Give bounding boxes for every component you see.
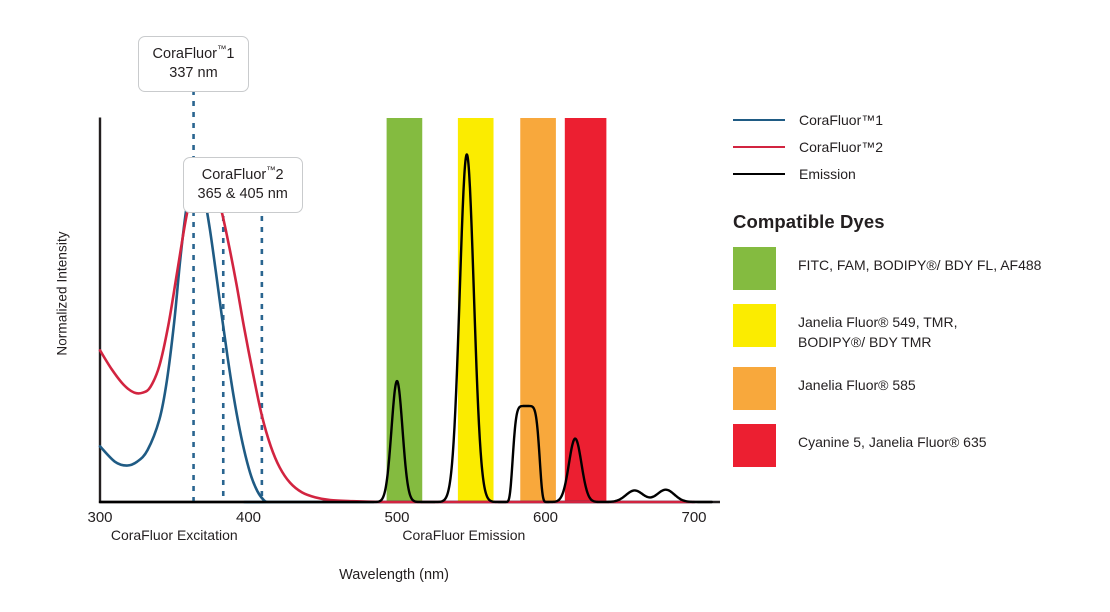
dye-color-swatch-green [733, 247, 776, 290]
region-label-excitation: CoraFluor Excitation [110, 527, 238, 543]
legend-line-swatch-corafluor-2 [733, 145, 785, 148]
dye-label-green: FITC, FAM, BODIPY®/ BDY FL, AF488 [798, 247, 1041, 276]
curve-emission [98, 153, 713, 504]
dye-label-yellow-line1: Janelia Fluor® 549, TMR, [798, 314, 958, 330]
x-tick-300: 300 [87, 509, 113, 526]
chart-canvas [98, 90, 720, 504]
legend-item-emission: Emission [733, 160, 1110, 187]
dye-label-green-line1: FITC, FAM, BODIPY®/ BDY FL, AF488 [798, 257, 1042, 273]
callout-2-value: 365 & 405 nm [197, 185, 288, 202]
callout-1-value: 337 nm [169, 64, 218, 81]
dye-color-swatch-orange [733, 366, 776, 410]
callout-2-trademark-icon: ™ [266, 165, 276, 176]
x-tick-500: 500 [384, 509, 410, 526]
dye-color-swatch-yellow [733, 304, 776, 347]
compatible-dyes-heading: Compatible Dyes [733, 211, 885, 232]
legend: CoraFluor™1 CoraFluor™2 Emission Compati… [733, 106, 1110, 467]
curve-corafluor1 [98, 175, 696, 504]
legend-label-corafluor-2: CoraFluor™2 [799, 138, 884, 155]
legend-label-corafluor-1: CoraFluor™1 [799, 111, 884, 128]
dye-item-yellow: Janelia Fluor® 549, TMR, BODIPY®/ BDY TM… [733, 304, 1110, 353]
legend-item-corafluor-2: CoraFluor™2 [733, 133, 1110, 160]
x-axis-title: Wavelength (nm) [339, 567, 449, 583]
dye-label-yellow: Janelia Fluor® 549, TMR, BODIPY®/ BDY TM… [798, 304, 957, 353]
callout-1-number: 1 [226, 45, 235, 62]
callout-corafluor-2: CoraFluor™2 365 & 405 nm [182, 157, 303, 213]
dye-label-orange-line1: Janelia Fluor® 585 [798, 376, 916, 393]
legend-label-emission: Emission [799, 165, 856, 182]
y-axis-title: Normalized Intensity [54, 231, 70, 356]
dye-color-swatch-red [733, 423, 776, 467]
callout-corafluor-1: CoraFluor™1 337 nm [137, 36, 250, 92]
green-band [386, 118, 423, 502]
region-label-emission: CoraFluor Emission [402, 527, 526, 543]
callout-2-name: CoraFluor [201, 166, 267, 183]
x-tick-700: 700 [681, 509, 707, 526]
dye-item-red: Cyanine 5, Janelia Fluor® 635 [733, 423, 1110, 467]
callout-1-name: CoraFluor [152, 45, 218, 62]
dye-label-orange: Janelia Fluor® 585 [798, 367, 916, 396]
dye-label-red: Cyanine 5, Janelia Fluor® 635 [798, 424, 987, 453]
dye-item-orange: Janelia Fluor® 585 [733, 366, 1110, 410]
legend-item-corafluor-1: CoraFluor™1 [733, 106, 1110, 133]
dye-label-red-line1: Cyanine 5, Janelia Fluor® 635 [798, 433, 987, 450]
x-tick-600: 600 [532, 509, 559, 526]
callout-2-number: 2 [275, 166, 284, 183]
legend-line-swatch-emission [733, 172, 785, 175]
callout-1-trademark-icon: ™ [217, 44, 227, 55]
legend-line-swatch-corafluor-1 [733, 118, 785, 121]
dye-label-yellow-line2: BODIPY®/ BDY TMR [798, 333, 932, 350]
x-tick-400: 400 [235, 509, 262, 526]
plot-area: Normalized Intensity 300 400 500 600 700… [54, 36, 720, 583]
curve-corafluor2 [98, 170, 696, 504]
red-band [564, 118, 607, 502]
dye-item-green: FITC, FAM, BODIPY®/ BDY FL, AF488 [733, 247, 1110, 290]
